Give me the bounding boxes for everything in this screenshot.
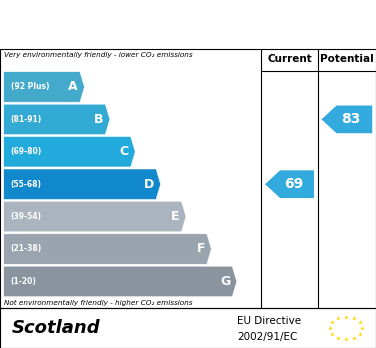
Text: (92 Plus): (92 Plus) xyxy=(11,82,49,92)
Text: C: C xyxy=(120,145,129,158)
Text: F: F xyxy=(196,243,205,255)
Polygon shape xyxy=(4,104,110,135)
Polygon shape xyxy=(265,170,314,198)
Polygon shape xyxy=(4,72,84,102)
Text: (21-38): (21-38) xyxy=(11,245,42,253)
Polygon shape xyxy=(321,105,372,133)
Text: 83: 83 xyxy=(341,112,360,126)
Text: Not environmentally friendly - higher CO₂ emissions: Not environmentally friendly - higher CO… xyxy=(4,300,192,306)
Text: B: B xyxy=(94,113,103,126)
Text: 2002/91/EC: 2002/91/EC xyxy=(237,332,297,342)
Text: (55-68): (55-68) xyxy=(11,180,41,189)
Text: E: E xyxy=(171,210,179,223)
Text: Potential: Potential xyxy=(320,54,374,64)
Text: A: A xyxy=(68,80,78,94)
Text: G: G xyxy=(220,275,230,288)
Text: EU Directive: EU Directive xyxy=(237,316,301,326)
Text: (39-54): (39-54) xyxy=(11,212,41,221)
Text: Scotland: Scotland xyxy=(11,319,100,337)
Text: Very environmentally friendly - lower CO₂ emissions: Very environmentally friendly - lower CO… xyxy=(4,52,193,58)
Polygon shape xyxy=(4,266,237,296)
Polygon shape xyxy=(4,201,186,232)
Text: 69: 69 xyxy=(284,177,303,191)
Text: (69-80): (69-80) xyxy=(11,147,42,156)
Polygon shape xyxy=(4,137,135,167)
Text: (81-91): (81-91) xyxy=(11,115,42,124)
Text: (1-20): (1-20) xyxy=(11,277,36,286)
Polygon shape xyxy=(4,234,211,264)
Text: Current: Current xyxy=(267,54,312,64)
Text: D: D xyxy=(144,178,154,191)
Text: Environmental Impact (CO₂) Rating: Environmental Impact (CO₂) Rating xyxy=(38,17,338,32)
Polygon shape xyxy=(4,169,161,199)
